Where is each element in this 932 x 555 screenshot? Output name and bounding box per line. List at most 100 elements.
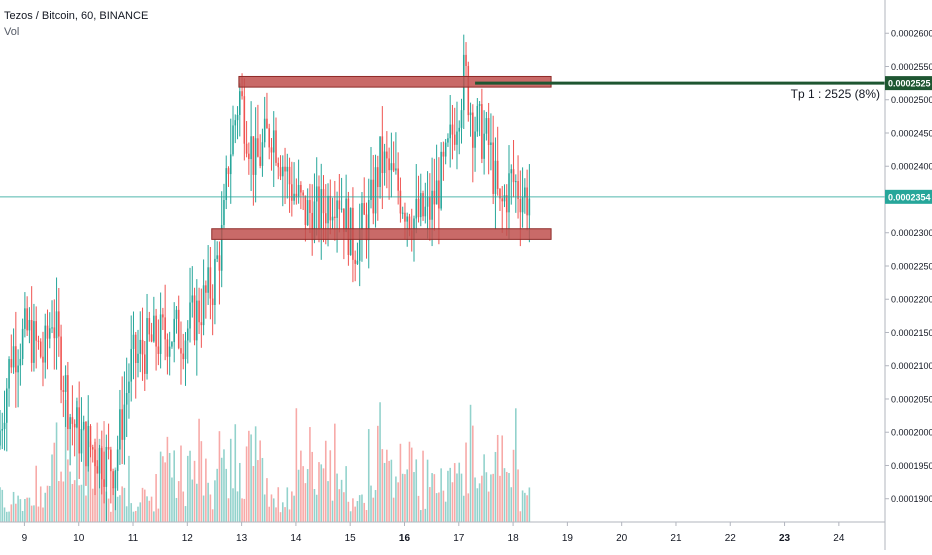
candle-body: [243, 96, 246, 144]
volume-bar: [311, 451, 313, 522]
candle-body: [184, 340, 187, 360]
volume-bar: [327, 481, 329, 522]
volume-bar: [275, 507, 277, 522]
candle-body: [363, 203, 366, 215]
volume-bar: [37, 506, 40, 522]
volume-bar: [440, 468, 442, 522]
candle-body: [175, 309, 178, 319]
candle-body: [281, 166, 284, 177]
volume-bar: [196, 483, 198, 522]
candle-body: [487, 118, 490, 145]
candle-body: [263, 118, 266, 143]
volume-bar: [336, 473, 338, 522]
volume-bar: [15, 503, 17, 522]
volume-bar: [422, 450, 424, 522]
volume-bar: [116, 496, 119, 522]
volume-bar: [148, 500, 151, 522]
x-tick-label: 13: [236, 533, 248, 544]
candle-body: [433, 190, 436, 205]
volume-bar: [248, 430, 250, 522]
candle-body: [17, 365, 19, 373]
candle-body: [512, 169, 515, 183]
x-tick-label: 9: [22, 533, 28, 544]
volume-bar: [496, 434, 499, 522]
candle-body: [1, 428, 4, 431]
candle-body: [447, 138, 449, 143]
volume-bar: [458, 462, 461, 522]
volume-bar: [349, 511, 352, 522]
candle-body: [78, 407, 80, 454]
volume-bar: [367, 429, 370, 522]
candle-body: [499, 188, 501, 199]
volume-bar: [374, 490, 377, 522]
volume-bar: [499, 475, 501, 522]
volume-bar: [30, 505, 33, 522]
candle-body: [261, 142, 264, 166]
candle-body: [297, 184, 300, 197]
candle-body: [98, 448, 101, 474]
volume-bar: [166, 436, 169, 522]
volume-bar: [512, 449, 515, 522]
candle-body: [496, 160, 499, 189]
candle-body: [302, 192, 304, 196]
candle-body: [320, 189, 323, 229]
x-tick-label: 18: [508, 533, 520, 544]
candle-body: [205, 285, 207, 293]
candle-body: [399, 190, 402, 214]
candle-body: [143, 354, 146, 374]
volume-bar: [487, 491, 490, 522]
candle-body: [354, 259, 356, 264]
volume-bar: [521, 490, 524, 522]
volume-bar: [250, 434, 252, 522]
volume-bar: [309, 427, 311, 522]
volume-bar: [528, 487, 531, 522]
volume-bar: [429, 487, 431, 522]
candle-body: [53, 327, 56, 339]
volume-bar: [472, 425, 474, 522]
volume-bar: [505, 471, 508, 522]
volume-bar: [270, 494, 273, 522]
volume-bar: [33, 505, 35, 522]
volume-bar: [35, 465, 37, 522]
volume-bar: [60, 471, 62, 522]
volume-bar: [229, 438, 232, 522]
candle-body: [483, 133, 485, 159]
candle-body: [386, 151, 388, 159]
candle-body: [460, 110, 463, 128]
candle-body: [365, 214, 368, 241]
candle-body: [39, 341, 42, 357]
volume-bar: [426, 459, 429, 522]
volume-bar: [28, 497, 31, 522]
candle-body: [390, 163, 393, 171]
candle-body: [177, 309, 180, 349]
candle-body: [148, 318, 151, 335]
volume-bar: [8, 511, 10, 522]
volume-bar: [370, 485, 372, 522]
volume-bar: [354, 506, 356, 522]
volume-bar: [227, 498, 230, 522]
volume-bar: [130, 503, 133, 522]
candle-body: [3, 422, 6, 429]
volume-bar: [216, 468, 218, 522]
volume-bar: [297, 469, 300, 522]
candle-body: [24, 308, 26, 329]
volume-indicator-label[interactable]: Vol: [4, 26, 20, 38]
candle-body: [469, 112, 472, 116]
volume-bar: [386, 449, 388, 522]
candle-body: [268, 128, 271, 148]
volume-bar: [467, 493, 470, 522]
volume-bar: [177, 481, 180, 522]
volume-bar: [419, 510, 422, 522]
y-tick-label: 0.0002550: [891, 62, 932, 72]
volume-bar: [417, 495, 420, 522]
candle-body: [313, 201, 316, 241]
candle-body: [229, 154, 232, 175]
volume-bar: [431, 473, 433, 522]
candle-body: [171, 342, 173, 347]
candle-body: [91, 447, 94, 450]
candle-body: [46, 325, 49, 339]
candle-body: [456, 131, 458, 145]
volume-bar: [207, 482, 209, 522]
candle-body: [521, 197, 524, 213]
